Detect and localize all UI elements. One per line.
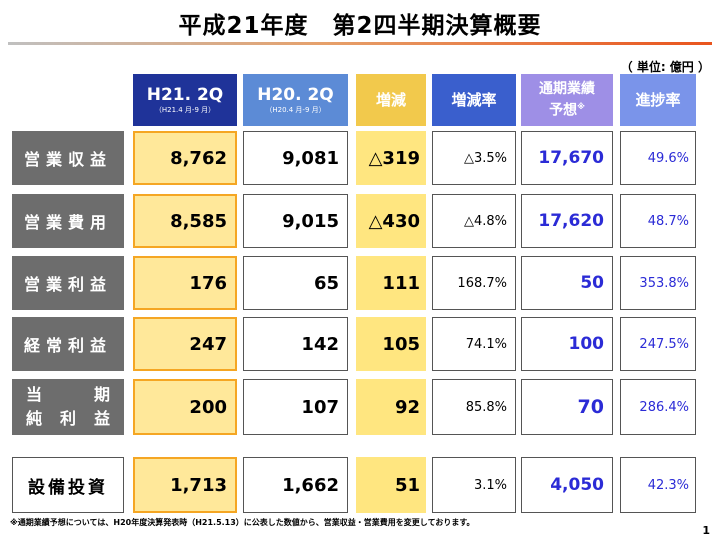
header-prev-sub: （H20.4 月-9 月） <box>265 106 326 114</box>
header-rate: 増減率 <box>432 74 516 126</box>
header-forecast-mark: ※ <box>577 102 585 112</box>
cell-forecast: 70 <box>521 379 613 435</box>
cell-forecast: 17,620 <box>521 194 613 248</box>
row-label-capex: 設備投資 <box>12 457 124 513</box>
cell-current: 247 <box>133 317 237 371</box>
cell-forecast: 4,050 <box>521 457 613 513</box>
header-forecast: 通期業績 予想※ <box>521 74 613 126</box>
header-forecast-line1: 通期業績 <box>539 81 595 98</box>
row-label-ordinary-income: 経常利益 <box>12 317 124 371</box>
cell-diff: 111 <box>356 256 426 310</box>
cell-prev: 142 <box>243 317 348 371</box>
title-divider <box>8 42 712 45</box>
cell-diff: 105 <box>356 317 426 371</box>
cell-diff: 92 <box>356 379 426 435</box>
header-current-main: H21. 2Q <box>146 85 224 105</box>
cell-rate: △4.8% <box>432 194 516 248</box>
cell-prev: 107 <box>243 379 348 435</box>
cell-progress: 42.3% <box>620 457 696 513</box>
cell-rate: 168.7% <box>432 256 516 310</box>
net-income-label-char: 益 <box>93 409 110 428</box>
cell-progress: 247.5% <box>620 317 696 371</box>
cell-progress: 286.4% <box>620 379 696 435</box>
header-forecast-line2: 予想 <box>549 102 578 119</box>
header-diff: 増減 <box>356 74 426 126</box>
header-progress: 進捗率 <box>620 74 696 126</box>
header-rate-label: 増減率 <box>451 91 497 109</box>
cell-prev: 9,081 <box>243 131 348 185</box>
cell-progress: 48.7% <box>620 194 696 248</box>
header-current-period: H21. 2Q （H21.4 月-9 月） <box>133 74 237 126</box>
cell-prev: 9,015 <box>243 194 348 248</box>
net-income-label-char: 当 <box>26 385 43 404</box>
cell-progress: 353.8% <box>620 256 696 310</box>
footnote: ※通期業績予想については、H20年度決算発表時（H21.5.13）に公表した数値… <box>10 518 475 527</box>
cell-current: 1,713 <box>133 457 237 513</box>
cell-prev: 1,662 <box>243 457 348 513</box>
row-label-net-income: 当 期 純 利 益 <box>12 379 124 435</box>
net-income-label-char: 利 <box>59 409 76 428</box>
net-income-label-char: 純 <box>26 409 43 428</box>
row-label-operating-revenue: 営業収益 <box>12 131 124 185</box>
header-current-sub: （H21.4 月-9 月） <box>154 106 216 114</box>
row-label-operating-income: 営業利益 <box>12 256 124 310</box>
page-title: 平成21年度 第2四半期決算概要 <box>178 13 542 39</box>
cell-rate: 74.1% <box>432 317 516 371</box>
net-income-label-char: 期 <box>93 385 110 404</box>
unit-label: （ 単位: 億円 ） <box>620 60 710 74</box>
cell-rate: 85.8% <box>432 379 516 435</box>
cell-rate: △3.5% <box>432 131 516 185</box>
cell-forecast: 50 <box>521 256 613 310</box>
cell-progress: 49.6% <box>620 131 696 185</box>
cell-prev: 65 <box>243 256 348 310</box>
header-prev-main: H20. 2Q <box>257 85 334 105</box>
cell-diff: △430 <box>356 194 426 248</box>
cell-rate: 3.1% <box>432 457 516 513</box>
cell-forecast: 17,670 <box>521 131 613 185</box>
page-number: 1 <box>702 524 710 537</box>
cell-current: 176 <box>133 256 237 310</box>
cell-diff: △319 <box>356 131 426 185</box>
cell-forecast: 100 <box>521 317 613 371</box>
cell-current: 8,762 <box>133 131 237 185</box>
header-diff-label: 増減 <box>375 91 406 109</box>
cell-current: 8,585 <box>133 194 237 248</box>
header-prev-period: H20. 2Q （H20.4 月-9 月） <box>243 74 348 126</box>
row-label-operating-expenses: 営業費用 <box>12 194 124 248</box>
header-progress-label: 進捗率 <box>635 91 681 109</box>
cell-current: 200 <box>133 379 237 435</box>
cell-diff: 51 <box>356 457 426 513</box>
